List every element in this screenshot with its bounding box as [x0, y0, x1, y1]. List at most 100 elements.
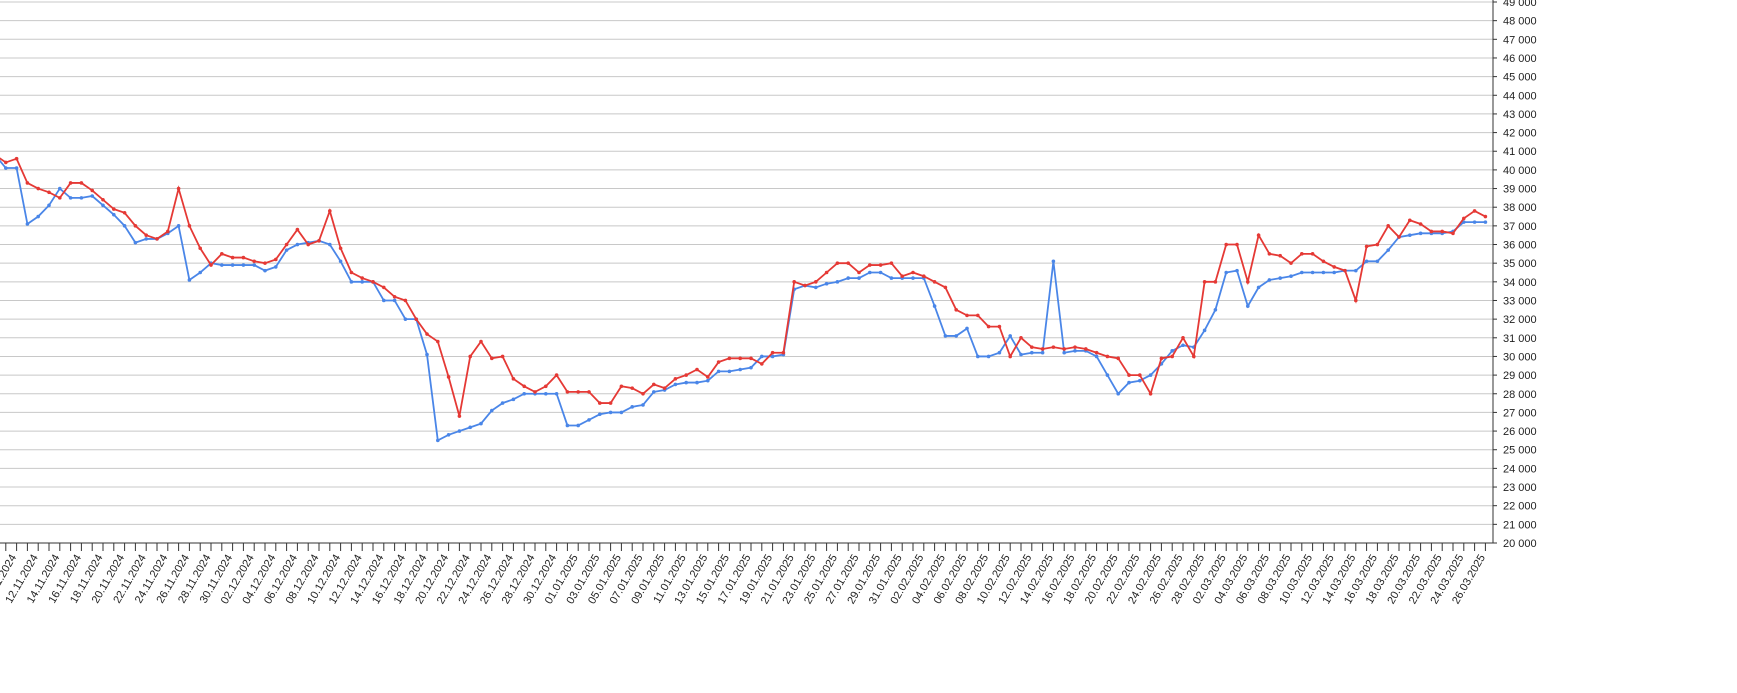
data-point [490, 408, 494, 413]
y-tick-label: 42 000 [1503, 128, 1537, 140]
y-tick-label: 30 000 [1503, 351, 1537, 363]
data-point [846, 261, 850, 265]
data-point [1278, 253, 1282, 258]
data-point [1375, 242, 1380, 247]
data-point [835, 280, 840, 284]
y-tick-label: 44 000 [1503, 90, 1537, 102]
data-point [652, 390, 656, 394]
data-point [112, 207, 116, 211]
data-point [1181, 343, 1185, 348]
y-tick-label: 28 000 [1503, 389, 1537, 401]
y-tick-label: 45 000 [1503, 72, 1537, 84]
data-point [814, 285, 818, 290]
data-point [662, 386, 667, 390]
data-point [58, 196, 62, 200]
data-point [58, 186, 62, 191]
data-point [457, 429, 462, 433]
data-point [511, 377, 516, 381]
data-point [727, 369, 732, 374]
data-point [500, 354, 505, 359]
data-point [1170, 354, 1174, 359]
data-point [14, 166, 19, 170]
data-point [457, 414, 462, 418]
data-point [911, 270, 915, 275]
data-point [187, 278, 192, 282]
data-point [1084, 347, 1088, 351]
data-point [468, 354, 473, 359]
data-point [1343, 268, 1347, 273]
data-point [598, 401, 602, 405]
data-point [889, 276, 894, 280]
data-point [500, 401, 505, 405]
data-point [619, 384, 624, 389]
data-point [1040, 350, 1045, 355]
y-tick-label: 49 000 [1503, 0, 1537, 9]
data-point [101, 203, 105, 208]
data-point [47, 203, 51, 208]
data-point [1051, 259, 1056, 264]
data-point [641, 403, 645, 407]
data-point [1051, 345, 1056, 349]
data-point [144, 237, 148, 241]
y-tick-label: 25 000 [1503, 445, 1537, 457]
data-point [187, 224, 192, 228]
data-point [284, 242, 289, 247]
data-point [911, 276, 915, 280]
data-point [727, 356, 732, 361]
y-tick-label: 46 000 [1503, 53, 1537, 65]
data-point [1127, 373, 1131, 377]
data-point [1483, 214, 1488, 219]
data-point [1289, 261, 1293, 265]
data-point [1008, 354, 1012, 359]
y-tick-label: 36 000 [1503, 240, 1537, 252]
data-point [1235, 242, 1239, 247]
data-point [295, 227, 300, 232]
data-point [166, 229, 170, 234]
data-point [738, 356, 742, 361]
data-point [1224, 242, 1228, 247]
data-point [479, 421, 483, 426]
data-point [263, 261, 267, 265]
data-point [554, 391, 559, 396]
data-point [1235, 268, 1239, 273]
data-point [230, 255, 235, 260]
data-point [824, 270, 829, 275]
data-point [824, 281, 829, 286]
data-point [295, 242, 300, 247]
data-point [414, 317, 419, 321]
data-point [1073, 345, 1077, 349]
data-point [436, 438, 440, 443]
data-point [1030, 345, 1034, 349]
data-point [1213, 280, 1218, 284]
data-point [770, 354, 775, 359]
data-point [630, 405, 634, 409]
data-point [1462, 220, 1466, 224]
data-point [1062, 347, 1066, 351]
data-point [565, 390, 570, 394]
data-point [112, 212, 116, 217]
data-point [1030, 350, 1034, 355]
data-point [1148, 373, 1153, 377]
data-point [965, 313, 969, 318]
data-point [770, 350, 775, 355]
data-point [932, 280, 937, 284]
data-point [619, 410, 624, 415]
data-point [1397, 235, 1401, 239]
data-point [1192, 354, 1196, 359]
y-tick-label: 27 000 [1503, 407, 1537, 419]
data-point [1440, 229, 1444, 234]
data-point [479, 339, 483, 344]
data-point [576, 423, 580, 428]
data-point [1321, 270, 1326, 275]
data-point [608, 410, 613, 415]
data-point [425, 332, 429, 336]
y-tick-label: 38 000 [1503, 202, 1537, 214]
data-point [1267, 278, 1272, 282]
data-point [749, 365, 753, 370]
data-point [587, 390, 591, 394]
data-point [1310, 270, 1315, 275]
data-point [554, 373, 559, 377]
data-point [878, 270, 883, 275]
data-point [1354, 268, 1358, 273]
